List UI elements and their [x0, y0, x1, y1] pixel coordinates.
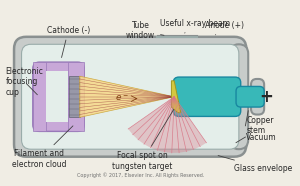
Text: Filament and
electron cloud: Filament and electron cloud: [12, 126, 73, 169]
Bar: [69, 76, 80, 117]
FancyBboxPatch shape: [236, 86, 264, 107]
FancyBboxPatch shape: [33, 62, 84, 131]
Polygon shape: [171, 81, 181, 113]
Text: $e^-$: $e^-$: [115, 94, 129, 103]
Text: Anode (+): Anode (+): [205, 21, 244, 35]
Polygon shape: [80, 76, 174, 117]
FancyBboxPatch shape: [251, 79, 264, 115]
FancyBboxPatch shape: [14, 37, 246, 157]
Text: Glass envelope: Glass envelope: [218, 155, 292, 173]
Text: Copyright © 2017, Elsevier Inc. All Rights Reserved.: Copyright © 2017, Elsevier Inc. All Righ…: [77, 173, 204, 178]
FancyBboxPatch shape: [173, 77, 241, 116]
Text: Focal spot on
tungsten target: Focal spot on tungsten target: [112, 109, 174, 171]
Text: Copper
stem: Copper stem: [246, 116, 274, 135]
Text: Tube
window: Tube window: [126, 21, 164, 40]
Polygon shape: [128, 97, 206, 153]
Text: Vacuum: Vacuum: [246, 134, 277, 142]
Text: Useful x-ray beam: Useful x-ray beam: [160, 19, 230, 33]
Bar: [33, 62, 46, 131]
Text: +: +: [259, 88, 273, 106]
Bar: [46, 71, 68, 122]
Bar: [68, 62, 84, 131]
FancyBboxPatch shape: [22, 44, 239, 149]
Text: Electronic
focusing
cup: Electronic focusing cup: [6, 67, 44, 97]
FancyBboxPatch shape: [230, 44, 248, 149]
Text: Cathode (-): Cathode (-): [47, 25, 90, 57]
